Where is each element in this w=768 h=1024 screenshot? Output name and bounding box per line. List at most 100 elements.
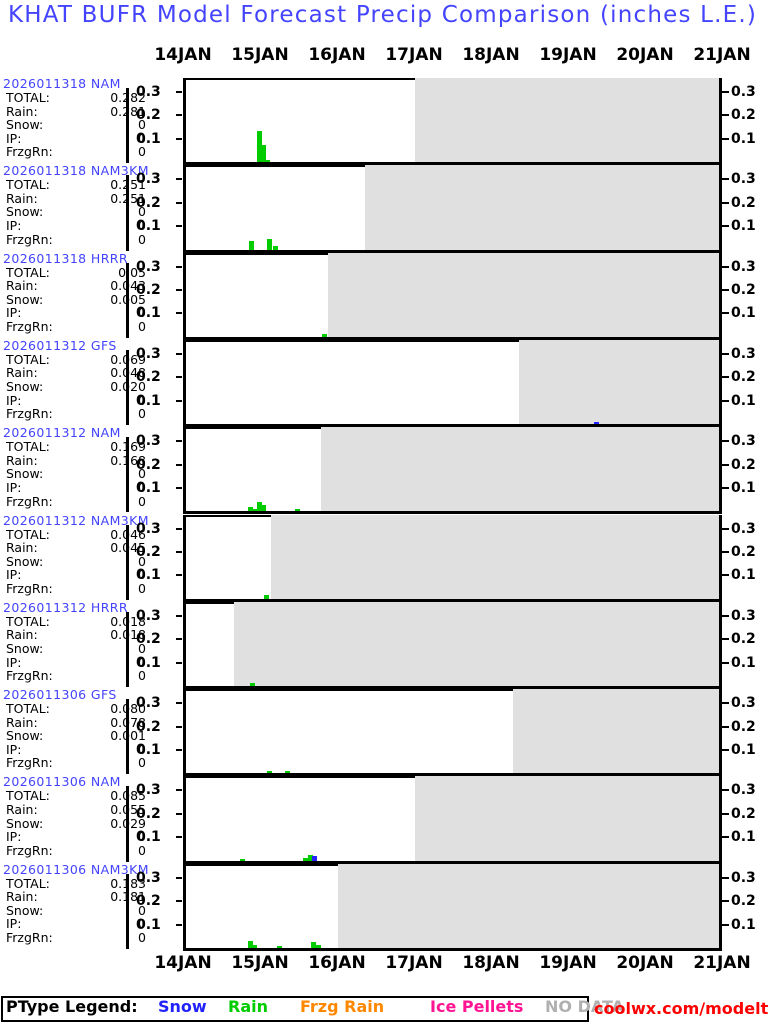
y-axis-right: 0.3 0.2 0.1 — [722, 776, 768, 863]
y-axis-right: 0.3 0.2 0.1 — [722, 78, 768, 165]
panel-stat-label: IP: — [6, 654, 22, 670]
y-tick-mark-right — [722, 748, 729, 751]
y-tick-mark-right — [722, 225, 729, 228]
y-tick-label-left: 0.2 — [136, 718, 161, 735]
y-tick-label-right: 0.2 — [731, 369, 756, 386]
y-tick-label-left: 0.1 — [136, 567, 161, 584]
forecast-panel: 2026011318 HRRRTOTAL:0.05Rain:0.043Snow:… — [0, 251, 768, 340]
y-tick-label-right: 0.2 — [731, 805, 756, 822]
panel-stat-value: 0 — [138, 930, 146, 946]
panel-stat-label: FrzgRn: — [6, 493, 53, 509]
y-tick-label-left: 0.1 — [136, 916, 161, 933]
y-tick-label-right: 0.1 — [731, 480, 756, 497]
precip-bar — [273, 246, 278, 250]
panel-plot-area[interactable] — [183, 863, 722, 951]
panel-model-label: 2026011318 NAM — [3, 76, 121, 91]
precip-bar — [316, 945, 322, 948]
y-tick-label-right: 0.3 — [731, 782, 756, 799]
forecast-panel: 2026011306 GFSTOTAL:0.080Rain:0.078Snow:… — [0, 687, 768, 777]
panel-stat-value: 0 — [138, 493, 146, 509]
y-tick-mark-right — [722, 463, 729, 466]
x-tick-label: 21JAN — [693, 45, 751, 65]
y-tick-label-right: 0.2 — [731, 107, 756, 124]
y-tick-mark-right — [722, 702, 729, 705]
y-tick-label-left: 0.3 — [136, 433, 161, 450]
y-tick-label-right: 0.3 — [731, 258, 756, 275]
y-tick-label-right: 0.2 — [731, 543, 756, 560]
panel-model-label: 2026011312 HRRR — [3, 599, 128, 615]
legend-title: PType Legend: — [6, 997, 138, 1016]
y-tick-mark-right — [722, 376, 729, 379]
panel-stat-label: FrzgRn: — [6, 930, 53, 946]
panel-stat-label: Rain: — [6, 103, 38, 119]
y-tick-mark-left — [176, 876, 182, 879]
panel-stat-label: IP: — [6, 305, 22, 321]
panel-plot-area[interactable] — [183, 776, 722, 864]
panel-model-label: 2026011312 NAM — [3, 425, 121, 441]
y-tick-label-right: 0.2 — [731, 456, 756, 473]
panel-stat-label: TOTAL: — [6, 351, 50, 367]
y-tick-mark-left — [176, 661, 182, 664]
panel-stat-label: Rain: — [6, 278, 38, 294]
y-tick-mark-right — [722, 91, 729, 94]
panel-stat-value: 0 — [138, 406, 146, 422]
x-tick-label: 18JAN — [462, 45, 520, 65]
panel-plot-area[interactable] — [183, 78, 722, 166]
panel-stat-label: FrzgRn: — [6, 842, 53, 858]
panel-stat-value: 0 — [138, 144, 146, 160]
panel-plot-area[interactable] — [183, 165, 722, 253]
panel-divider — [126, 524, 129, 600]
y-tick-mark-right — [722, 614, 729, 617]
credit-link[interactable]: coolwx.com/modelts — [594, 999, 768, 1018]
panel-stat-label: IP: — [6, 567, 22, 583]
y-tick-label-left: 0.3 — [136, 695, 161, 712]
panel-stat-label: Snow: — [6, 291, 44, 307]
panel-stat-value: 0 — [138, 580, 146, 596]
y-axis-right: 0.3 0.2 0.1 — [722, 165, 768, 252]
y-tick-mark-left — [176, 550, 182, 553]
panel-plot-area[interactable] — [183, 514, 722, 602]
panel-divider — [126, 262, 129, 338]
y-tick-mark-left — [176, 812, 182, 815]
panel-stat-label: FrzgRn: — [6, 144, 53, 160]
y-tick-mark-left — [176, 178, 182, 181]
precip-bar — [247, 940, 253, 948]
x-tick-label: 17JAN — [385, 45, 443, 65]
panel-divider — [126, 611, 129, 688]
precip-bar — [256, 501, 262, 512]
panel-plot-area[interactable] — [183, 339, 722, 428]
y-tick-label-left: 0.1 — [136, 392, 161, 409]
y-tick-label-right: 0.1 — [731, 218, 756, 235]
precip-bar — [248, 506, 254, 512]
panel-plot-area[interactable] — [183, 252, 722, 340]
panel-stat-label: Snow: — [6, 728, 44, 744]
no-data-region — [513, 689, 719, 777]
panel-plot-area[interactable] — [183, 601, 722, 690]
x-tick-label: 16JAN — [308, 45, 366, 65]
panel-divider — [126, 786, 129, 862]
y-tick-mark-right — [722, 638, 729, 641]
x-tick-label: 19JAN — [539, 45, 597, 65]
x-tick-label: 20JAN — [616, 45, 674, 65]
precip-bar — [321, 334, 327, 337]
panel-plot-area[interactable] — [183, 427, 722, 515]
y-tick-mark-left — [176, 923, 182, 926]
panel-divider — [126, 873, 129, 949]
y-tick-mark-right — [722, 440, 729, 443]
precip-bar — [260, 144, 266, 163]
panel-stat-value: 0 — [138, 130, 146, 146]
y-tick-mark-left — [176, 836, 182, 839]
panel-stat-label: Snow: — [6, 815, 44, 831]
precip-bar — [266, 239, 272, 250]
panel-divider — [126, 699, 129, 775]
panel-plot-area[interactable] — [183, 689, 722, 777]
y-tick-label-left: 0.2 — [136, 282, 161, 299]
panel-stat-label: TOTAL: — [6, 264, 50, 280]
panel-info: 2026011318 HRRRTOTAL:0.05Rain:0.043Snow:… — [0, 251, 183, 340]
panel-stat-label: IP: — [6, 130, 22, 146]
precip-bar — [276, 945, 282, 948]
plot-top-border — [186, 339, 719, 342]
panel-stat-value: 0 — [138, 231, 146, 247]
forecast-panel: 2026011312 NAMTOTAL:0.169Rain:0.168Snow:… — [0, 425, 768, 515]
panel-info: 2026011306 NAMTOTAL:0.085Rain:0.055Snow:… — [0, 774, 183, 863]
